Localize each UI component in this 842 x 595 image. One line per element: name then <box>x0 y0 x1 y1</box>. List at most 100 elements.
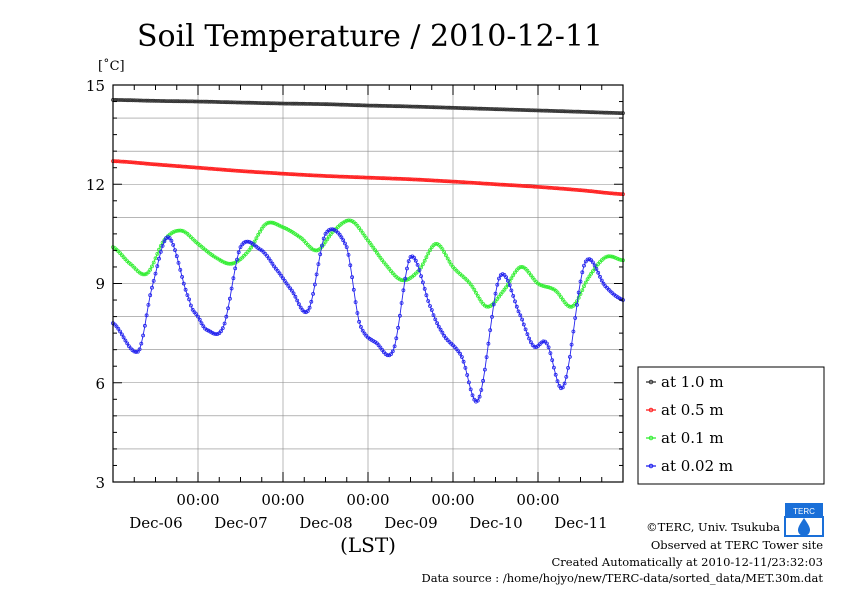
data-point <box>243 100 248 105</box>
data-point <box>428 304 432 308</box>
data-point <box>259 170 264 175</box>
data-point <box>440 179 445 183</box>
data-point <box>424 178 429 183</box>
data-point <box>410 104 415 109</box>
data-point <box>279 171 284 176</box>
data-point <box>433 178 438 183</box>
data-point <box>594 267 599 271</box>
data-point <box>550 358 555 363</box>
data-point <box>259 226 264 231</box>
y-axis-label-6: 6 <box>95 375 105 393</box>
data-point <box>259 101 264 105</box>
data-point <box>330 102 335 107</box>
data-point <box>284 101 289 106</box>
data-point <box>513 107 517 112</box>
data-point <box>513 270 517 275</box>
data-point <box>150 285 154 290</box>
data-point <box>527 336 531 341</box>
data-point <box>323 174 328 178</box>
data-point <box>141 98 146 103</box>
legend-item-1m: at 1.0 m <box>646 373 724 391</box>
data-point <box>539 108 544 113</box>
data-point <box>272 264 277 269</box>
data-point <box>204 99 209 104</box>
data-point <box>568 109 572 114</box>
data-point <box>293 294 298 299</box>
data-point <box>261 101 266 105</box>
data-point <box>125 98 130 103</box>
data-point <box>598 190 602 195</box>
data-point <box>215 100 220 104</box>
data-point <box>509 107 514 112</box>
data-point <box>358 324 363 329</box>
data-point <box>580 288 585 293</box>
data-point <box>575 109 579 114</box>
data-point <box>573 316 578 320</box>
data-point <box>459 106 464 110</box>
data-point <box>311 173 316 178</box>
data-point <box>399 301 404 305</box>
data-point <box>575 187 579 192</box>
data-point <box>497 294 501 299</box>
data-point <box>150 162 154 167</box>
data-point <box>598 110 602 115</box>
data-point <box>552 186 556 191</box>
data-point <box>546 185 551 190</box>
data-point <box>353 103 358 107</box>
data-point <box>529 108 533 113</box>
data-point <box>344 218 349 223</box>
data-point <box>454 106 459 110</box>
data-point <box>527 270 531 275</box>
data-point <box>578 109 583 114</box>
data-point <box>587 110 592 114</box>
data-point <box>461 106 466 111</box>
data-point <box>245 169 250 174</box>
data-point <box>224 261 229 266</box>
data-point <box>114 324 119 329</box>
observation-site-text: Observed at TERC Tower site <box>651 538 823 552</box>
data-point <box>539 283 544 288</box>
series-line-2 <box>112 219 624 308</box>
data-point <box>120 159 124 164</box>
data-point <box>268 170 273 175</box>
legend-marker-0-5m <box>648 407 654 413</box>
terc-logo: TERC <box>784 503 824 537</box>
data-point <box>288 172 293 177</box>
data-point <box>304 102 308 106</box>
data-point <box>417 268 422 273</box>
data-point <box>296 101 301 106</box>
data-point <box>518 313 523 318</box>
data-point <box>233 266 238 271</box>
data-point <box>580 110 585 114</box>
data-point <box>536 184 540 189</box>
y-axis-label-3: 3 <box>95 474 105 492</box>
data-point <box>442 250 447 255</box>
data-point <box>493 107 498 112</box>
data-point <box>263 101 268 105</box>
data-point <box>603 110 608 115</box>
data-point <box>281 276 285 281</box>
data-point <box>366 175 370 180</box>
data-point <box>273 266 278 271</box>
data-point <box>380 176 385 181</box>
data-point <box>479 106 484 111</box>
data-point <box>357 103 362 108</box>
data-point <box>327 228 331 233</box>
data-point <box>470 180 475 185</box>
data-point <box>454 347 459 351</box>
data-point <box>518 183 523 188</box>
data-point <box>155 251 160 256</box>
data-point <box>449 179 454 184</box>
data-point <box>530 108 535 113</box>
data-point <box>571 329 576 334</box>
data-point <box>250 100 255 105</box>
data-point <box>505 183 510 187</box>
data-point <box>289 288 294 293</box>
data-point <box>568 304 572 309</box>
data-point <box>178 228 183 233</box>
data-point <box>288 286 293 291</box>
data-point <box>289 172 294 177</box>
data-point <box>151 162 156 167</box>
data-point <box>420 177 425 182</box>
data-point <box>176 164 181 169</box>
